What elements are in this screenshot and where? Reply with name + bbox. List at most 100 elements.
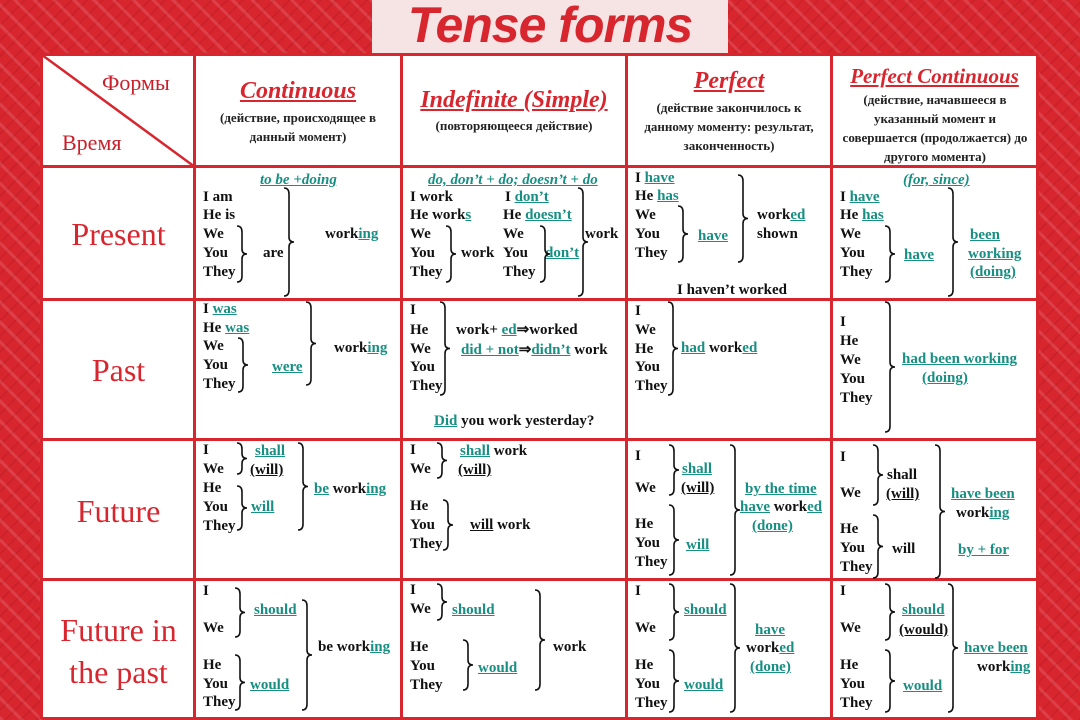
word: will bbox=[892, 541, 916, 557]
cell-text-present-indefinite: I don’t bbox=[505, 188, 549, 206]
cell-text-present-continuous: to be +doing bbox=[260, 171, 337, 189]
cell-text-future-continuous: be working bbox=[314, 480, 386, 498]
word: We bbox=[503, 226, 524, 242]
word: work bbox=[757, 207, 791, 223]
cell-text-future-continuous: I bbox=[203, 441, 209, 459]
word: You bbox=[635, 535, 661, 551]
cell-text-fip-continuous: He bbox=[203, 656, 221, 674]
divider bbox=[1036, 55, 1039, 719]
word: I bbox=[203, 583, 209, 599]
word: work bbox=[329, 481, 367, 497]
highlighted-word: s bbox=[465, 207, 472, 223]
word: He bbox=[840, 207, 863, 223]
highlighted-word: by + for bbox=[958, 542, 1010, 558]
cell-text-future-continuous: They bbox=[203, 517, 236, 535]
cell-text-present-perfect-continuous: been bbox=[970, 226, 1000, 244]
word: He bbox=[503, 207, 526, 223]
cell-text-past-indefinite: They bbox=[410, 377, 443, 395]
word: are bbox=[263, 245, 284, 261]
cell-text-past-continuous: He was bbox=[203, 319, 249, 337]
word: He bbox=[635, 188, 658, 204]
cell-text-past-perfect: He bbox=[635, 340, 653, 358]
row-label-past: Past bbox=[91, 352, 146, 388]
word: You bbox=[635, 676, 661, 692]
cell-text-fip-perfect: have bbox=[755, 621, 785, 639]
word: They bbox=[635, 378, 668, 394]
word: You bbox=[203, 499, 229, 515]
cell-text-future-perfect: He bbox=[635, 515, 653, 533]
curly-brace-icon bbox=[729, 444, 741, 576]
cell-text-present-indefinite: work bbox=[461, 244, 494, 262]
curly-brace-icon bbox=[442, 499, 454, 551]
cell-text-present-indefinite: He doesn’t bbox=[503, 206, 572, 224]
curly-brace-icon bbox=[436, 583, 448, 621]
cell-text-future-perfect: (done) bbox=[752, 517, 793, 535]
curly-brace-icon bbox=[236, 485, 248, 531]
word: They bbox=[410, 378, 443, 394]
word: ⇒worked bbox=[516, 322, 578, 338]
word: They bbox=[635, 695, 668, 711]
word: I bbox=[840, 189, 850, 205]
cell-text-present-perfect-continuous: (doing) bbox=[970, 263, 1016, 281]
word: I bbox=[505, 189, 515, 205]
word: We bbox=[635, 322, 656, 338]
cell-text-fip-continuous: You bbox=[203, 675, 228, 693]
word: They bbox=[203, 694, 236, 710]
highlighted-word: had bbox=[681, 340, 706, 356]
word: We bbox=[410, 226, 431, 242]
word: I bbox=[410, 442, 416, 458]
cell-text-past-indefinite: did + not⇒didn’t work bbox=[461, 341, 608, 359]
highlighted-word: working bbox=[968, 246, 1022, 262]
curly-brace-icon bbox=[677, 205, 689, 263]
cell-text-present-perfect: They bbox=[635, 244, 668, 262]
word: He bbox=[840, 657, 859, 673]
cell-text-future-perfect-continuous: You bbox=[840, 539, 865, 557]
word: work bbox=[746, 640, 780, 656]
cell-text-present-perfect-continuous: He has bbox=[840, 206, 884, 224]
cell-text-fip-perfect: We bbox=[635, 619, 656, 637]
word: He bbox=[840, 333, 859, 349]
cell-text-fip-continuous: I bbox=[203, 582, 209, 600]
highlighted-word: doesn’t bbox=[525, 207, 572, 223]
cell-text-present-perfect: He has bbox=[635, 187, 679, 205]
word: They bbox=[410, 536, 443, 552]
cell-text-future-perfect-continuous: shall bbox=[887, 466, 917, 484]
underlined-word: will bbox=[470, 517, 494, 533]
cell-text-fip-indefinite: He bbox=[410, 638, 428, 656]
cell-text-present-indefinite: We bbox=[410, 225, 431, 243]
cell-text-past-perfect-continuous: They bbox=[840, 389, 873, 407]
word: He bbox=[840, 521, 859, 537]
word: work bbox=[334, 340, 368, 356]
cell-text-present-indefinite: do, don’t + do; doesn’t + do bbox=[428, 171, 598, 189]
word: work bbox=[770, 499, 808, 515]
cell-text-past-continuous: I was bbox=[203, 300, 237, 318]
word: We bbox=[635, 207, 656, 223]
word: He bbox=[410, 322, 429, 338]
word: He bbox=[635, 341, 654, 357]
cell-text-past-continuous: They bbox=[203, 375, 236, 393]
cell-text-past-indefinite: We bbox=[410, 340, 431, 358]
cell-text-fip-indefinite: I bbox=[410, 581, 416, 599]
curly-brace-icon bbox=[439, 301, 451, 396]
cell-text-present-perfect-continuous: (for, since) bbox=[903, 171, 970, 189]
cell-text-future-indefinite: He bbox=[410, 497, 428, 515]
curly-brace-icon bbox=[283, 187, 295, 297]
word: They bbox=[840, 559, 873, 575]
highlighted-word: be bbox=[314, 481, 329, 497]
cell-text-present-perfect-continuous: I have bbox=[840, 188, 880, 206]
curly-brace-icon bbox=[884, 649, 896, 713]
highlighted-word: will bbox=[251, 499, 275, 515]
word: I work bbox=[410, 189, 453, 205]
cell-text-present-perfect: We bbox=[635, 206, 656, 224]
word: We bbox=[203, 620, 224, 636]
corner-forms-label: Формы bbox=[102, 70, 170, 95]
curly-brace-icon bbox=[947, 583, 959, 713]
page-title: Tense forms bbox=[407, 0, 693, 53]
highlighted-word: have bbox=[849, 189, 880, 205]
cell-text-present-perfect-continuous: working bbox=[968, 245, 1021, 263]
curly-brace-icon bbox=[737, 174, 749, 263]
highlighted-word: should bbox=[452, 602, 495, 618]
cell-text-fip-perfect-continuous: have been bbox=[964, 639, 1028, 657]
highlighted-word: (for, since) bbox=[903, 172, 970, 188]
cell-text-present-perfect-continuous: They bbox=[840, 263, 873, 281]
